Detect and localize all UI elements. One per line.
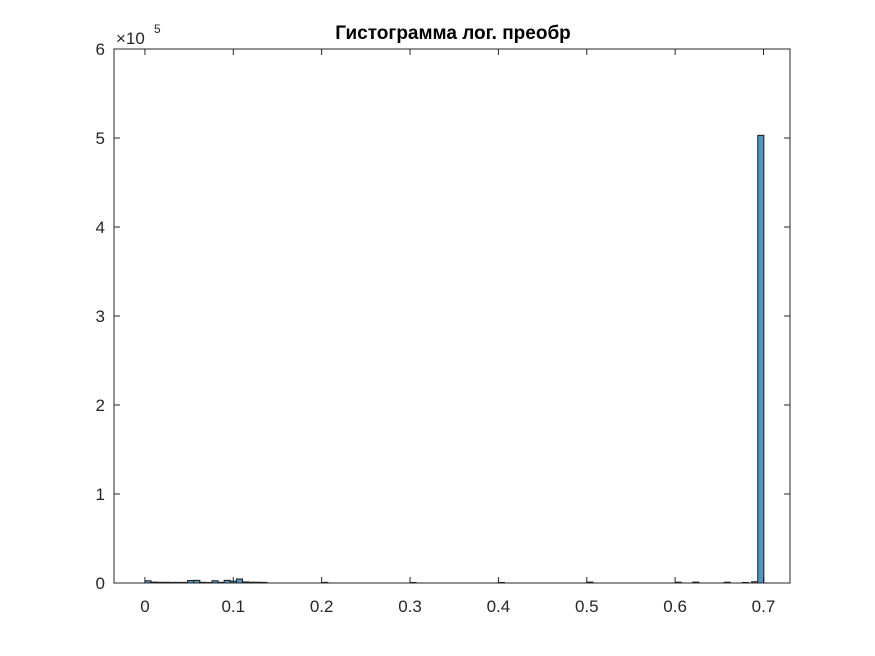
y-tick-label: 4 <box>96 218 105 237</box>
y-tick-label: 1 <box>96 485 105 504</box>
axis-ticks <box>114 48 790 584</box>
y-tick-label: 2 <box>96 396 105 415</box>
bars-layer <box>144 134 765 584</box>
histogram-bar <box>757 134 765 584</box>
x-tick-label: 0.4 <box>487 597 511 616</box>
y-exponent-power: 5 <box>154 22 161 36</box>
y-tick-label: 6 <box>96 40 105 59</box>
x-tick-label: 0.7 <box>752 597 776 616</box>
x-tick-label: 0.1 <box>221 597 245 616</box>
x-tick-label: 0.5 <box>575 597 599 616</box>
chart-title: Гистограмма лог. преобр <box>335 23 571 44</box>
x-axis-tick-labels: 0 0.1 0.2 0.3 0.4 0.5 0.6 0.7 <box>140 597 775 616</box>
x-tick-label: 0.3 <box>398 597 422 616</box>
histogram-bar <box>235 578 243 584</box>
x-tick-label: 0.6 <box>663 597 687 616</box>
x-tick-label: 0.2 <box>310 597 334 616</box>
y-tick-label: 0 <box>96 574 105 593</box>
x-tick-label: 0 <box>140 597 149 616</box>
y-exponent-base: ×10 <box>116 29 145 48</box>
y-tick-label: 3 <box>96 307 105 326</box>
y-tick-label: 5 <box>96 129 105 148</box>
y-axis-tick-labels: 0 1 2 3 4 5 6 <box>96 40 105 593</box>
plot-area-frame <box>113 48 791 584</box>
y-exponent-label: ×10 5 <box>116 22 161 48</box>
